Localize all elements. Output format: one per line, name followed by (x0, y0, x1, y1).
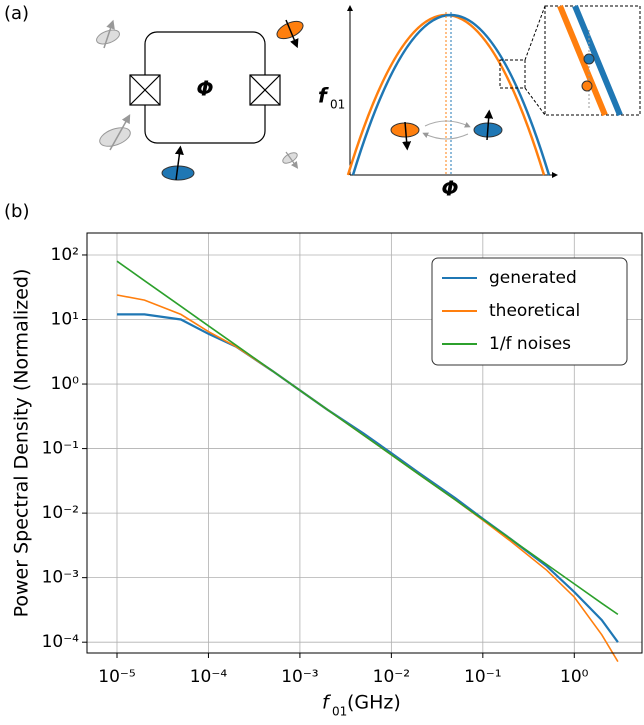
y-tick-label: 10⁻³ (42, 568, 79, 588)
panel-label: (a) (4, 3, 29, 24)
x-axis-title-unit: (GHz) (347, 692, 401, 714)
flux-label: Φ (196, 77, 213, 101)
x-axis-title-main: f (322, 692, 332, 714)
curve (346, 14, 546, 176)
series-line (117, 313, 619, 643)
y-tick-label: 10² (51, 245, 79, 265)
y-tick-label: 10⁻² (42, 503, 79, 523)
x-tick-label: 10⁻³ (281, 667, 318, 687)
y-tick-label: 10⁰ (51, 374, 80, 394)
y-axis-title: Power Spectral Density (Normalized) (11, 269, 33, 618)
y-tick-label: 10¹ (51, 310, 79, 330)
x-axis-title: f 01 (GHz) (322, 692, 401, 719)
legend-label: generated (489, 268, 577, 288)
y-label-sub: 01 (330, 98, 345, 112)
legend-box (431, 257, 628, 366)
x-label: Φ (441, 177, 458, 201)
x-tick-label: 10⁻¹ (464, 667, 501, 687)
legend-label: theoretical (489, 301, 580, 321)
plot-frame (86, 232, 643, 654)
y-tick-label: 10⁻⁴ (42, 632, 80, 652)
legend-label: 1/f noises (489, 334, 571, 354)
spin-pair (390, 109, 503, 151)
series-line (116, 260, 619, 616)
panel-label: (b) (4, 201, 29, 222)
x-tick-label: 10⁻⁴ (190, 667, 228, 687)
x-tick-label: 10⁻⁵ (98, 667, 135, 687)
junction (129, 74, 281, 106)
y-label: f (318, 84, 329, 108)
x-tick-label: 10⁰ (560, 667, 589, 687)
panel-a: (a) Φ f 01 Φ (4, 3, 641, 201)
x-tick-label: 10⁻² (373, 667, 410, 687)
y-tick-label: 10⁻¹ (42, 439, 79, 459)
inset (499, 4, 641, 117)
x-axis-title-sub: 01 (332, 705, 347, 719)
legend: generated theoretical 1/f noises (431, 257, 628, 366)
spins (96, 19, 304, 181)
curve (351, 14, 551, 176)
